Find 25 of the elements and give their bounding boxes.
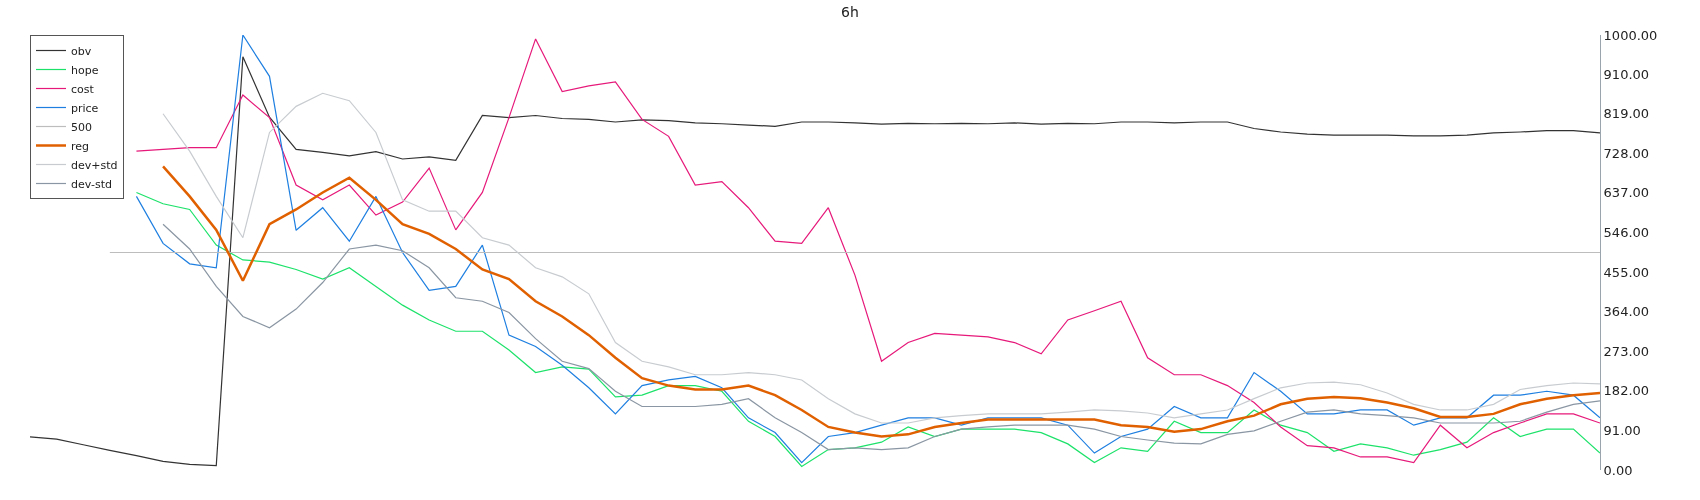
legend-label: obv (71, 44, 92, 58)
y-tick-label: 1000.00 (1603, 27, 1658, 43)
y-tick-label: 728.00 (1603, 145, 1650, 161)
y-tick-label: 182.00 (1603, 383, 1650, 399)
y-tick-label: 364.00 (1603, 304, 1650, 320)
y-tick-label: 546.00 (1603, 225, 1650, 241)
y-tick-label: 819.00 (1603, 106, 1650, 122)
legend-label: hope (71, 63, 99, 77)
legend-label: price (71, 101, 99, 115)
y-tick-label: 91.00 (1603, 422, 1641, 438)
y-tick-label: 0.00 (1603, 462, 1633, 478)
y-tick-label: 910.00 (1603, 66, 1650, 82)
legend-label: 500 (71, 120, 92, 134)
line-series (162, 92, 1600, 424)
line-series (135, 191, 1600, 468)
chart-title: 6h (841, 4, 859, 21)
legend-label: dev+std (71, 158, 118, 172)
legend-label: dev-std (71, 177, 112, 191)
legend-label: cost (71, 82, 95, 96)
line-series (162, 223, 1600, 451)
y-tick-label: 273.00 (1603, 343, 1650, 359)
y-tick-label: 455.00 (1603, 264, 1650, 280)
y-tick-label: 637.00 (1603, 185, 1650, 201)
line-series (161, 165, 1600, 438)
legend-label: reg (71, 139, 90, 153)
